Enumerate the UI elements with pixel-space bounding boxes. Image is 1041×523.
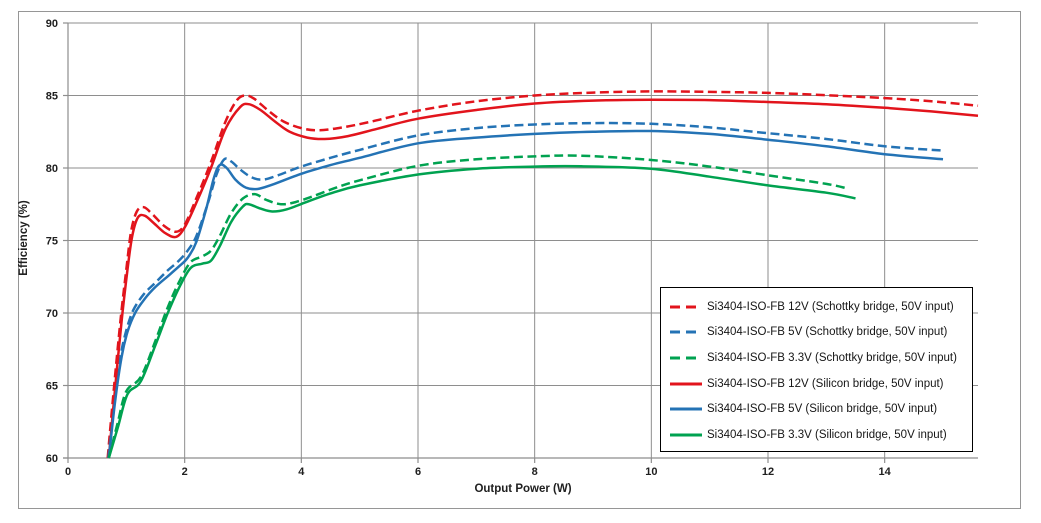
x-tick-label: 8 [532, 466, 538, 478]
x-tick-label: 6 [415, 466, 421, 478]
legend-label: Si3404-ISO-FB 5V (Schottky bridge, 50V i… [707, 326, 948, 339]
legend-label: Si3404-ISO-FB 5V (Silicon bridge, 50V in… [707, 403, 938, 416]
series-line-4 [107, 129, 944, 459]
legend-item-4: Si3404-ISO-FB 5V (Silicon bridge, 50V in… [670, 396, 966, 422]
legend-item-1: Si3404-ISO-FB 5V (Schottky bridge, 50V i… [670, 320, 966, 346]
axes [63, 22, 978, 463]
x-tick-label: 14 [879, 466, 892, 478]
x-tick-label: 0 [65, 466, 71, 478]
tick-labels: 0 2 4 6 8 10 12 14 60 65 70 75 80 85 90 [46, 18, 892, 478]
y-tick-label: 90 [46, 18, 58, 30]
y-tick-label: 75 [46, 236, 58, 248]
legend-line-sample-dashed [670, 330, 702, 334]
y-tick-label: 60 [46, 453, 58, 465]
legend-item-0: Si3404-ISO-FB 12V (Schottky bridge, 50V … [670, 294, 966, 320]
legend-line-sample-dashed [670, 305, 702, 309]
legend-label: Si3404-ISO-FB 12V (Silicon bridge, 50V i… [707, 377, 944, 390]
series-line-0 [106, 90, 979, 459]
x-tick-label: 2 [182, 466, 188, 478]
y-tick-label: 65 [46, 381, 58, 393]
legend-item-5: Si3404-ISO-FB 3.3V (Silicon bridge, 50V … [670, 422, 966, 448]
legend-line-sample-solid [670, 433, 702, 437]
legend-item-3: Si3404-ISO-FB 12V (Silicon bridge, 50V i… [670, 371, 966, 397]
series-line-1 [107, 121, 944, 459]
y-tick-label: 70 [46, 308, 58, 320]
legend: Si3404-ISO-FB 12V (Schottky bridge, 50V … [660, 287, 973, 452]
series-line-3 [107, 98, 979, 459]
x-tick-label: 10 [645, 466, 657, 478]
legend-label: Si3404-ISO-FB 12V (Schottky bridge, 50V … [707, 300, 954, 313]
legend-line-sample-solid [670, 382, 702, 386]
x-tick-label: 4 [298, 466, 305, 478]
x-axis-title: Output Power (W) [474, 483, 572, 495]
y-tick-label: 85 [46, 91, 58, 103]
series-line-5 [107, 164, 856, 459]
legend-line-sample-dashed [670, 356, 702, 360]
y-axis-title: Efficiency (%) [18, 200, 30, 276]
legend-label: Si3404-ISO-FB 3.3V (Silicon bridge, 50V … [707, 428, 947, 441]
legend-line-sample-solid [670, 407, 702, 411]
y-tick-label: 80 [46, 163, 58, 175]
legend-item-2: Si3404-ISO-FB 3.3V (Schottky bridge, 50V… [670, 345, 966, 371]
legend-label: Si3404-ISO-FB 3.3V (Schottky bridge, 50V… [707, 351, 957, 364]
x-tick-label: 12 [762, 466, 774, 478]
series-line-2 [107, 154, 848, 459]
